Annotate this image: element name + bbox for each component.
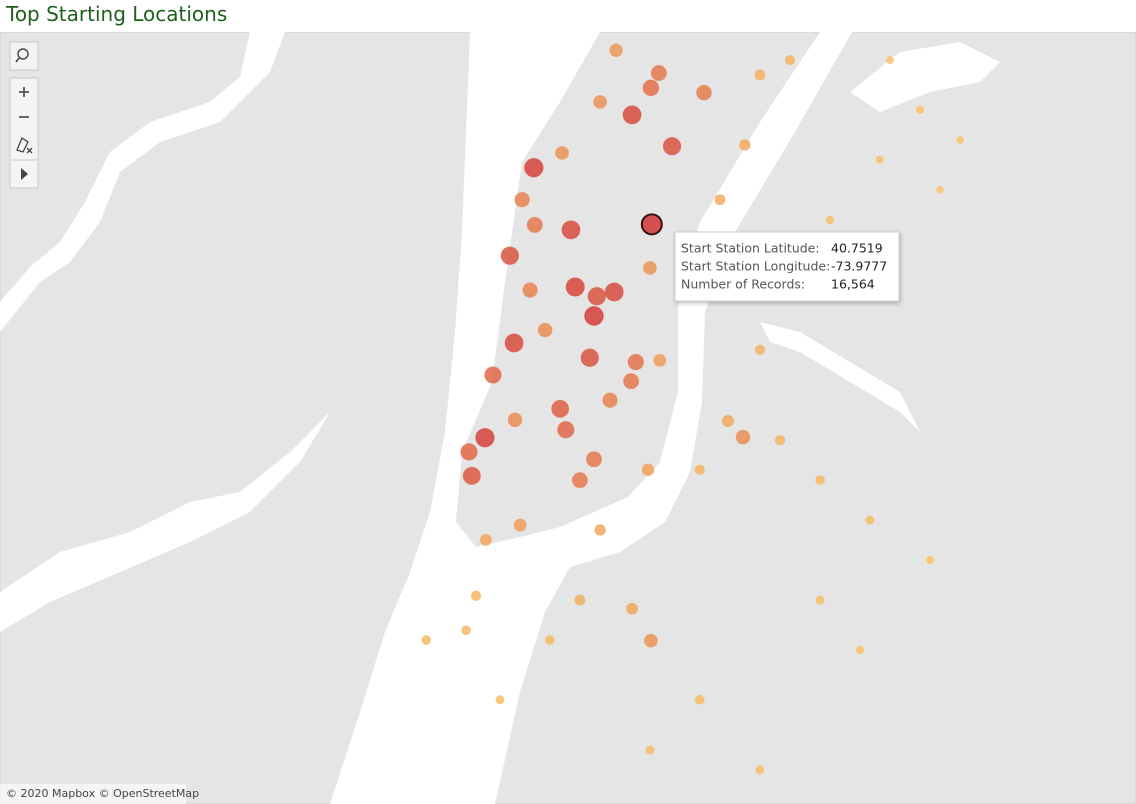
- attribution-bg: [0, 784, 186, 804]
- station[interactable]: [642, 79, 660, 97]
- station[interactable]: [462, 466, 481, 485]
- station[interactable]: [815, 595, 825, 605]
- station[interactable]: [470, 590, 482, 601]
- station[interactable]: [623, 373, 640, 390]
- land: [0, 32, 1136, 804]
- station[interactable]: [784, 55, 796, 66]
- station[interactable]: [735, 429, 751, 445]
- station[interactable]: [557, 421, 575, 439]
- station[interactable]: [825, 215, 835, 225]
- station[interactable]: [865, 515, 875, 525]
- station[interactable]: [886, 56, 894, 64]
- station[interactable]: [936, 186, 944, 194]
- station[interactable]: [645, 745, 655, 755]
- tooltip-label: Start Station Latitude:: [681, 241, 820, 256]
- station[interactable]: [640, 213, 663, 236]
- station[interactable]: [627, 354, 644, 371]
- station[interactable]: [609, 43, 623, 57]
- tooltip-value: 16,564: [831, 277, 875, 292]
- station[interactable]: [460, 443, 478, 461]
- station[interactable]: [926, 556, 935, 565]
- sheet-title: Top Starting Locations: [6, 2, 228, 26]
- station[interactable]: [495, 695, 505, 705]
- station[interactable]: [739, 139, 751, 151]
- station[interactable]: [722, 415, 734, 428]
- station[interactable]: [479, 533, 492, 546]
- station[interactable]: [643, 261, 657, 275]
- station[interactable]: [537, 322, 553, 338]
- station[interactable]: [694, 464, 705, 475]
- station[interactable]: [504, 333, 524, 353]
- station[interactable]: [754, 69, 766, 81]
- map-toolbar: [9, 41, 39, 189]
- station[interactable]: [514, 192, 530, 208]
- tooltip-value: -73.9777: [831, 259, 887, 274]
- station[interactable]: [644, 633, 658, 648]
- tooltip-label: Number of Records:: [681, 277, 805, 292]
- station[interactable]: [696, 84, 712, 101]
- station[interactable]: [526, 217, 543, 233]
- tooltip-box: [674, 231, 900, 302]
- station[interactable]: [650, 65, 667, 81]
- station[interactable]: [587, 287, 606, 306]
- search-button[interactable]: [9, 41, 39, 71]
- station[interactable]: [593, 95, 607, 109]
- station[interactable]: [604, 282, 624, 302]
- station[interactable]: [594, 524, 606, 536]
- station[interactable]: [875, 155, 884, 164]
- station[interactable]: [574, 594, 586, 606]
- search-icon-handle: [15, 57, 20, 63]
- water: [0, 32, 1000, 804]
- station[interactable]: [622, 105, 642, 125]
- tooltip-label: Start Station Longitude:: [681, 259, 830, 274]
- station[interactable]: [513, 518, 527, 532]
- zoom-in-button[interactable]: [19, 87, 29, 97]
- station[interactable]: [507, 412, 523, 428]
- station[interactable]: [755, 765, 765, 775]
- station[interactable]: [754, 344, 766, 355]
- station[interactable]: [653, 353, 667, 367]
- station[interactable]: [714, 194, 726, 206]
- pin-button[interactable]: [16, 137, 33, 154]
- station[interactable]: [484, 366, 502, 384]
- stations: [421, 43, 964, 775]
- station[interactable]: [662, 137, 682, 156]
- station[interactable]: [475, 428, 495, 448]
- station[interactable]: [641, 463, 655, 476]
- attribution: © 2020 Mapbox © OpenStreetMap: [6, 787, 199, 800]
- station[interactable]: [461, 625, 471, 635]
- expand-button[interactable]: [21, 168, 28, 180]
- station[interactable]: [815, 475, 825, 485]
- tooltip-value: 40.7519: [831, 241, 883, 256]
- station[interactable]: [572, 472, 588, 489]
- station[interactable]: [694, 694, 705, 705]
- station[interactable]: [775, 435, 786, 446]
- station[interactable]: [561, 220, 581, 240]
- search-icon: [17, 48, 29, 60]
- station[interactable]: [500, 246, 519, 265]
- station[interactable]: [586, 451, 602, 468]
- station[interactable]: [956, 136, 964, 144]
- station[interactable]: [545, 635, 555, 645]
- station[interactable]: [555, 146, 569, 160]
- station[interactable]: [580, 348, 599, 367]
- station[interactable]: [602, 392, 618, 408]
- station[interactable]: [916, 105, 925, 114]
- station[interactable]: [522, 282, 538, 298]
- station[interactable]: [626, 602, 639, 615]
- station[interactable]: [855, 645, 865, 655]
- station[interactable]: [584, 306, 604, 326]
- station[interactable]: [565, 277, 585, 297]
- station[interactable]: [524, 158, 544, 178]
- station[interactable]: [551, 400, 569, 418]
- station[interactable]: [421, 635, 431, 645]
